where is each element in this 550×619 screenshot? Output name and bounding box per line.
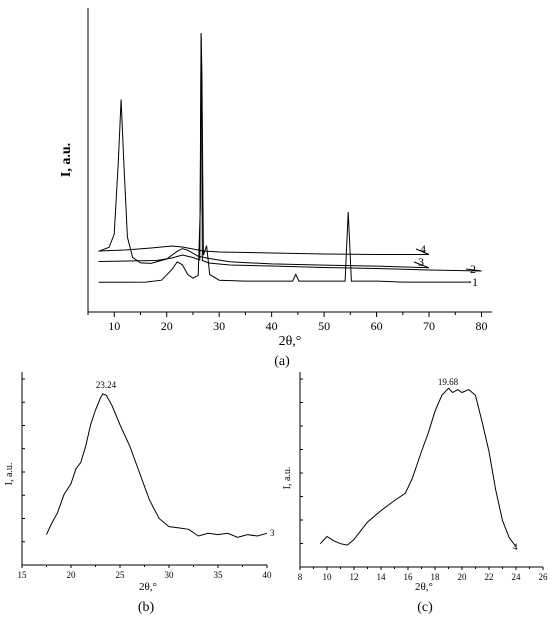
panel-b-x-tick-label: 25 bbox=[116, 570, 126, 580]
panel-c-x-tick-label: 24 bbox=[512, 572, 522, 582]
panel-a-series-4-label: 4 bbox=[420, 242, 426, 256]
panel-c-x-tick-label: 20 bbox=[458, 572, 468, 582]
panel-a-x-tick-label: 30 bbox=[213, 319, 225, 333]
panel-b-peak-annotation: 23.24 bbox=[96, 380, 117, 390]
panel-a-series-2-label: 2 bbox=[470, 262, 476, 276]
panel-c-y-axis-label: I, a.u. bbox=[282, 467, 293, 490]
panel-a-series-4-leader bbox=[415, 248, 430, 255]
panel-a-x-tick-label: 40 bbox=[266, 319, 278, 333]
panel-a-series-2-leader bbox=[465, 268, 482, 272]
panel-a-x-tick-label: 10 bbox=[108, 319, 120, 333]
panel-c-chart: 8 10 12 14 16 18 20 22 24 26 419.68 I, a.u. 2θ,° … bbox=[282, 372, 548, 615]
panel-b-x-tick-label: 40 bbox=[263, 570, 273, 580]
panel-a-y-axis-label: I, a.u. bbox=[59, 143, 74, 177]
panel-b-series-3-label: 3 bbox=[270, 528, 275, 538]
panel-b-caption: (b) bbox=[138, 600, 155, 615]
panel-c-peak-annotation: 19.68 bbox=[438, 377, 459, 387]
panel-b-y-axis-label: I, a.u. bbox=[4, 463, 15, 486]
panel-c-x-tick-label: 10 bbox=[323, 572, 333, 582]
panel-c-x-axis-label: 2θ,° bbox=[415, 581, 433, 593]
panel-a-x-tick-label: 20 bbox=[161, 319, 173, 333]
panel-a-chart: 10 20 30 40 50 60 70 80 12 34 I, a.u. 2θ,° (a) bbox=[59, 8, 492, 369]
panel-c-x-tick-label: 8 bbox=[298, 572, 303, 582]
panel-a-series-3-label: 3 bbox=[418, 255, 424, 269]
panel-c-x-tick-label: 26 bbox=[539, 572, 549, 582]
panel-c-series-4-label: 4 bbox=[513, 542, 518, 552]
panel-b-x-axis-label: 2θ,° bbox=[139, 581, 157, 593]
panel-c-x-tick-label: 22 bbox=[485, 572, 494, 582]
panel-b-x-tick-label: 30 bbox=[165, 570, 175, 580]
panel-c-x-tick-label: 14 bbox=[377, 572, 387, 582]
panel-a-series-1-label: 1 bbox=[472, 275, 478, 289]
panel-c-caption: (c) bbox=[417, 600, 433, 615]
panel-c-series-4-line bbox=[319, 387, 517, 547]
panel-a-x-axis-label: 2θ,° bbox=[279, 334, 302, 349]
panel-c-x-tick-label: 16 bbox=[404, 572, 414, 582]
panel-b-series-3-line bbox=[46, 393, 268, 538]
panel-b-x-tick-label: 20 bbox=[67, 570, 77, 580]
panel-a-caption: (a) bbox=[274, 354, 290, 369]
panel-a-series-3-line bbox=[98, 99, 430, 269]
panel-a-x-tick-label: 70 bbox=[423, 319, 435, 333]
panel-a-x-tick-label: 60 bbox=[371, 319, 383, 333]
panel-b-x-tick-label: 35 bbox=[214, 570, 224, 580]
panel-a-series-4-line bbox=[98, 245, 429, 255]
panel-b-chart: 15 20 25 30 35 40 3 23.24 I, a.u. 2θ,° (b) bbox=[4, 372, 275, 615]
panel-a-x-tick-label: 50 bbox=[318, 319, 330, 333]
panel-b-x-tick-label: 15 bbox=[18, 570, 28, 580]
panel-a-x-tick-label: 80 bbox=[476, 319, 488, 333]
panel-a-series-3-leader bbox=[413, 261, 430, 269]
panel-c-x-tick-label: 18 bbox=[431, 572, 441, 582]
panel-a-series-2-line bbox=[98, 32, 482, 272]
panel-c-x-tick-label: 12 bbox=[350, 572, 359, 582]
panel-a-series-1-line bbox=[98, 34, 471, 283]
